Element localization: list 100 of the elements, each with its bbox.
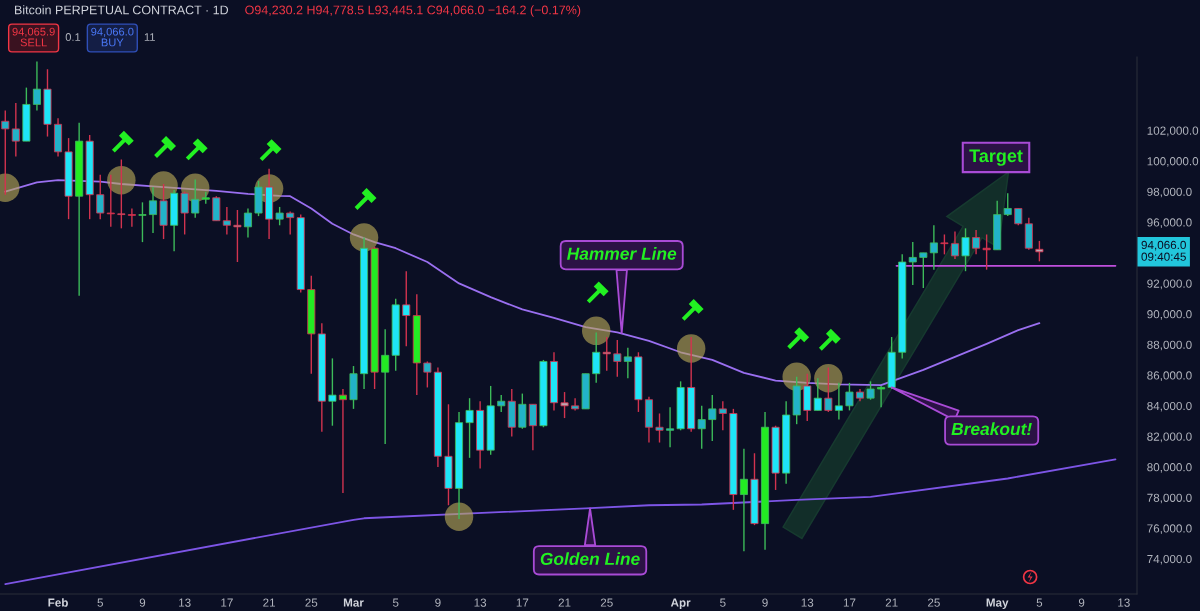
candlestick [718, 400, 727, 431]
candlestick [950, 230, 959, 260]
candlestick [623, 346, 632, 379]
candlestick [528, 403, 537, 451]
text: 94,065.9 SELL [12, 27, 55, 47]
x-tick-label: 13 [801, 598, 814, 607]
candlestick [824, 366, 833, 413]
candlestick [919, 252, 928, 289]
x-tick-label: 9 [762, 598, 768, 607]
candlestick [243, 207, 252, 239]
x-tick-label: 9 [435, 598, 441, 607]
x-tick-label: 25 [600, 598, 613, 607]
candlestick [402, 270, 411, 347]
x-tick-label: May [986, 598, 1009, 610]
candlestick [1035, 240, 1044, 263]
candlestick [929, 224, 938, 271]
x-tick-label: 17 [843, 598, 856, 607]
x-tick-label: 13 [179, 598, 191, 607]
candlestick [592, 331, 601, 384]
candlestick [96, 174, 105, 220]
candlestick [972, 229, 981, 256]
candlestick [877, 385, 886, 409]
candlestick [961, 227, 970, 272]
candlestick [1003, 192, 1012, 217]
candlestick [11, 102, 20, 158]
y-tick-label: 76,000.0 [1147, 524, 1192, 534]
candlestick [1, 109, 10, 196]
x-tick-label: Feb [48, 598, 68, 607]
candlestick [908, 241, 917, 286]
y-tick-label: 78,000.0 [1147, 493, 1192, 504]
candlestick [613, 339, 622, 378]
y-tick-label: 100,000.0 [1147, 157, 1199, 167]
x-tick-label: 9 [1078, 598, 1085, 607]
candlestick [739, 447, 748, 552]
y-tick-label: 90,000.0 [1147, 310, 1192, 320]
candlestick [982, 233, 991, 271]
annotation: Breakout! [951, 422, 1032, 436]
candlestick [697, 405, 706, 450]
x-tick-label: Apr [670, 598, 691, 610]
x-tick-label: 5 [392, 598, 399, 607]
x-tick-label: 17 [516, 598, 529, 607]
x-tick-label: 17 [221, 598, 233, 607]
y-tick-label: 82,000.0 [1147, 432, 1192, 443]
x-tick-label: Mar [343, 598, 364, 607]
chart-title: Bitcoin PERPETUAL CONTRACT · 1D [15, 5, 229, 15]
candlestick [518, 392, 527, 430]
x-tick-label: 25 [927, 598, 940, 607]
x-tick-label: 13 [1118, 598, 1130, 607]
candlestick [845, 382, 854, 412]
candlestick [813, 377, 822, 412]
candlestick [655, 412, 664, 444]
y-tick-label: 98,000.0 [1147, 187, 1192, 198]
candlestick [560, 391, 569, 419]
candlestick [149, 186, 158, 234]
candlestick [191, 178, 200, 219]
y-tick-label: 84,000.0 [1147, 401, 1192, 412]
candlestick [138, 201, 147, 243]
candlestick [275, 206, 284, 226]
candlestick [180, 190, 189, 236]
candlestick [866, 380, 875, 401]
annotation: Hammer Line [567, 247, 677, 260]
candlestick [212, 195, 221, 222]
y-tick-label: 92,000.0 [1147, 279, 1192, 290]
y-tick-label: 74,000.0 [1147, 554, 1192, 565]
x-tick-label: 5 [720, 598, 726, 607]
candlestick [465, 397, 474, 459]
candlestick [233, 209, 242, 263]
y-tick-label: 102,000.0 [1147, 126, 1199, 137]
x-tick-label: 5 [1036, 598, 1043, 607]
x-tick-label: 21 [558, 598, 571, 607]
x-tick-label: 5 [97, 598, 103, 607]
candlestick [127, 207, 136, 228]
chart-subtitle: O94,230.2 H94,778.5 L93,445.1 C94,066.0 −164.2 (−0.17%) [245, 5, 581, 17]
x-tick-label: 21 [263, 598, 275, 607]
candlestick [222, 206, 231, 236]
y-tick-label: 86,000.0 [1147, 371, 1192, 381]
text: 94,066.0 09:40:45 [1141, 240, 1186, 261]
text: 11 [144, 33, 155, 41]
y-tick-label: 80,000.0 [1147, 463, 1192, 473]
annotation: Target [969, 149, 1023, 166]
candlestick [32, 60, 41, 112]
candlestick [834, 382, 843, 421]
candlestick [423, 360, 432, 389]
y-tick-label: 96,000.0 [1147, 218, 1192, 228]
candlestick [117, 158, 126, 230]
candlestick [708, 394, 717, 442]
candlestick [328, 357, 337, 427]
text: 94,066.0 BUY [91, 27, 134, 47]
x-tick-label: 9 [139, 598, 146, 607]
candlestick [666, 406, 675, 448]
candlestick [338, 388, 347, 494]
annotation: Golden Line [540, 552, 640, 565]
candlestick [940, 233, 949, 256]
y-tick-label: 88,000.0 [1147, 340, 1192, 351]
x-tick-label: 13 [474, 598, 487, 607]
text: 0.1 [65, 33, 81, 41]
candlestick [106, 174, 115, 228]
x-tick-label: 25 [305, 598, 318, 607]
x-tick-label: 21 [885, 598, 898, 607]
candlestick [381, 328, 390, 445]
